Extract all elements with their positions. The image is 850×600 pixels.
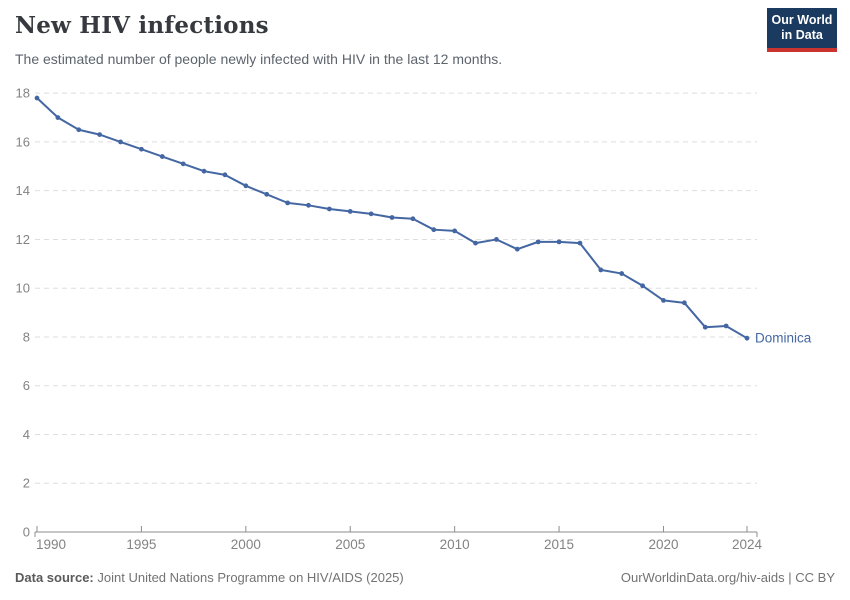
x-tick-label: 1995 [126,537,156,552]
x-tick-label: 1990 [36,537,66,552]
owid-logo-line2: in Data [781,28,823,42]
data-point [139,146,144,152]
data-point [494,237,499,242]
data-point [76,127,82,133]
data-point [723,323,729,329]
data-point [681,300,687,306]
chart-subtitle: The estimated number of people newly inf… [15,51,503,67]
data-point [55,115,61,120]
data-point [640,283,645,289]
data-point [222,172,228,178]
data-point [577,240,583,246]
data-point [118,139,123,145]
data-point [97,132,103,138]
data-point [556,239,562,245]
data-source-text: Joint United Nations Programme on HIV/AI… [97,570,404,585]
x-tick-label: 2010 [440,537,470,552]
data-point [514,246,520,252]
data-point [159,154,165,159]
data-point [619,271,625,276]
data-point [702,324,708,330]
x-tick-label: 2020 [648,537,678,552]
x-axis: 1990 1995 2000 2005 2010 2015 2020 2024 [34,526,763,552]
data-point [452,228,458,234]
gridlines-layer: 0 2 4 6 8 10 12 14 16 18 [16,86,757,540]
data-point [410,216,416,222]
chart-title: New HIV infections [15,12,269,39]
y-tick-label: 4 [23,427,30,442]
data-point [598,267,604,273]
x-tick-label: 2015 [544,537,574,552]
owid-logo-line1: Our World [771,13,833,27]
data-point [744,335,750,341]
data-point [431,227,437,233]
data-point [326,206,332,212]
owid-logo: Our World in Data [767,8,837,52]
y-tick-label: 12 [16,232,30,247]
x-tick-label: 2000 [231,537,261,552]
data-point [264,191,270,197]
y-tick-label: 6 [23,378,30,393]
y-tick-label: 0 [23,525,30,540]
data-point [661,297,666,303]
y-tick-label: 8 [23,329,30,344]
series-entity-label: Dominica [755,331,812,346]
footer-citation-link: OurWorldinData.org/hiv-aids | CC BY [620,570,835,585]
data-point [473,240,478,246]
y-tick-label: 18 [16,86,30,101]
y-tick-label: 2 [23,476,30,491]
data-point [34,95,40,101]
y-tick-label: 10 [16,281,30,296]
data-point [285,200,290,206]
y-tick-label: 16 [16,134,30,149]
data-point [347,209,353,214]
data-point [389,215,395,220]
data-source-label: Data source: [15,570,94,585]
data-source: Data source: Joint United Nations Progra… [15,570,404,585]
data-point [180,161,186,167]
trend-line-series [34,95,750,341]
x-tick-label: 2024 [732,537,763,552]
data-point [243,183,249,189]
data-point [535,239,541,245]
data-point [368,211,374,217]
data-point [306,202,311,208]
y-tick-label: 14 [16,183,30,198]
x-tick-label: 2005 [335,537,365,552]
data-point [201,168,207,174]
